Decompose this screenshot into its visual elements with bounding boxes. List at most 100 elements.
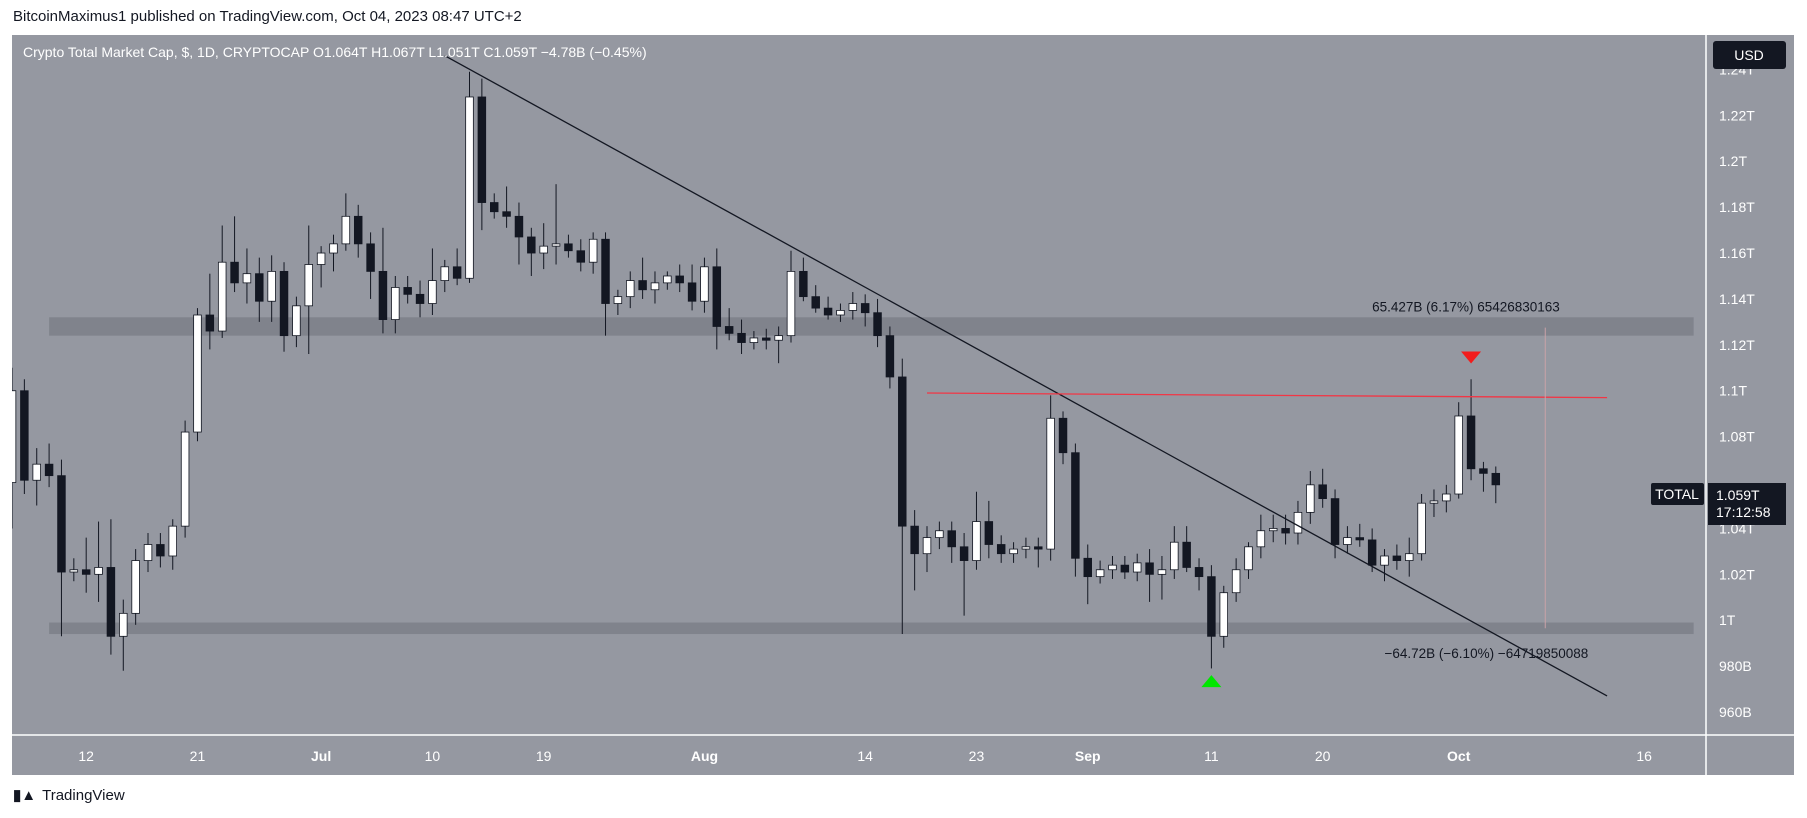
candle-body-bullish — [1454, 415, 1463, 495]
candle-body-bearish — [353, 215, 363, 245]
candle-body-bullish — [836, 310, 845, 316]
candle-body-bearish — [452, 266, 462, 279]
candle-body-bullish — [316, 252, 326, 265]
candle — [996, 535, 1006, 563]
candle — [898, 358, 907, 635]
candle-body-bullish — [304, 264, 313, 307]
candle-body-bullish — [1429, 500, 1439, 504]
candle-body-bearish — [675, 275, 684, 284]
candle — [1256, 514, 1266, 559]
candle-body-bullish — [551, 243, 561, 247]
candle-body-bullish — [935, 530, 944, 539]
candle — [1231, 558, 1241, 602]
candle — [279, 262, 289, 352]
candle-body-bullish — [292, 305, 301, 337]
y-tick-label: 1.14T — [1719, 291, 1755, 307]
candle-body-bearish — [255, 273, 264, 302]
candle — [947, 521, 956, 563]
candle — [724, 308, 734, 341]
candle — [1268, 514, 1278, 543]
candle — [1194, 558, 1204, 591]
candle-body-bullish — [1380, 555, 1389, 566]
x-tick-label: 21 — [190, 748, 206, 764]
candle — [539, 223, 548, 270]
candle — [329, 234, 338, 272]
candle-body-bullish — [663, 275, 672, 284]
candle-body-bullish — [1405, 553, 1414, 561]
candle — [972, 491, 981, 570]
x-tick-label: 19 — [536, 748, 552, 764]
candle-body-bearish — [576, 250, 586, 263]
candle-body-bearish — [996, 544, 1006, 555]
candle-body-bullish — [700, 266, 709, 302]
candle-body-bullish — [749, 337, 759, 343]
candle-body-bearish — [873, 312, 882, 337]
candle-body-bullish — [1293, 511, 1303, 534]
candle-body-bearish — [57, 475, 66, 573]
candle-body-bullish — [1231, 569, 1241, 594]
candle — [353, 204, 363, 258]
candle — [687, 264, 697, 311]
chart-title-ohlc: Crypto Total Market Cap, $, 1D, CRYPTOCA… — [23, 44, 647, 60]
candle — [428, 248, 437, 315]
candle — [106, 519, 116, 655]
candle-body-bearish — [910, 525, 919, 555]
footer: ▮▲ TradingView — [13, 786, 125, 805]
candle-body-bearish — [601, 238, 610, 304]
symbol-label: TOTAL — [1655, 486, 1699, 502]
candle — [465, 71, 474, 283]
candle-body-bearish — [762, 337, 771, 341]
x-tick-label: Sep — [1075, 748, 1101, 764]
candle — [823, 296, 833, 320]
sell-arrow-icon — [1461, 351, 1482, 364]
measure-annotation: −64.72B (−6.10%) −64719850088 — [1385, 646, 1589, 661]
candle-body-bearish — [490, 202, 499, 213]
candle-body-bearish — [1491, 472, 1501, 486]
candle — [626, 271, 635, 309]
candle-body-bearish — [81, 569, 91, 575]
candle-body-bullish — [428, 280, 437, 304]
y-tick-label: 1.2T — [1719, 153, 1747, 169]
candle — [1071, 443, 1080, 577]
footer-brand: TradingView — [42, 786, 125, 804]
candle — [193, 308, 202, 442]
currency-button[interactable]: USD — [1713, 41, 1786, 69]
candlestick-chart[interactable]: 65.427B (6.17%) 65426830163 −64.72B (−6.1… — [7, 35, 1794, 775]
support-resistance-zone — [49, 317, 1694, 336]
candle-body-bullish — [1417, 502, 1426, 555]
candle-body-bearish — [564, 243, 573, 252]
candle-body-bullish — [626, 280, 635, 298]
candle — [156, 533, 165, 568]
candle-body-bullish — [180, 431, 190, 527]
candle — [786, 250, 796, 343]
candle-body-bullish — [193, 314, 202, 433]
candle — [477, 78, 487, 231]
candle — [1454, 402, 1463, 499]
candle-body-bearish — [205, 314, 215, 332]
x-tick-label: Jul — [311, 748, 331, 764]
candle — [391, 275, 400, 334]
candle-body-bearish — [898, 376, 907, 527]
candle-body-bullish — [94, 567, 103, 575]
candle-body-bearish — [1182, 541, 1191, 568]
candle — [1083, 544, 1092, 605]
candle — [267, 255, 276, 322]
candle — [811, 285, 820, 313]
candle — [675, 264, 684, 293]
candle — [242, 248, 252, 304]
candle — [564, 234, 573, 258]
plot-area[interactable] — [12, 35, 1706, 735]
candle — [1244, 542, 1253, 579]
candle-body-bullish — [1306, 484, 1315, 513]
candle-body-bearish — [1207, 576, 1216, 637]
x-tick-label: 12 — [78, 748, 94, 764]
candle-body-bearish — [811, 296, 820, 309]
candle — [959, 533, 969, 616]
candle — [1021, 537, 1031, 559]
candle — [366, 232, 375, 299]
candle-body-bullish — [1219, 592, 1228, 637]
y-tick-label: 1.08T — [1719, 429, 1755, 445]
publish-header: BitcoinMaximus1 published on TradingView… — [13, 8, 522, 25]
x-tick-label: Oct — [1447, 748, 1471, 764]
candle-body-bullish — [1108, 564, 1117, 571]
